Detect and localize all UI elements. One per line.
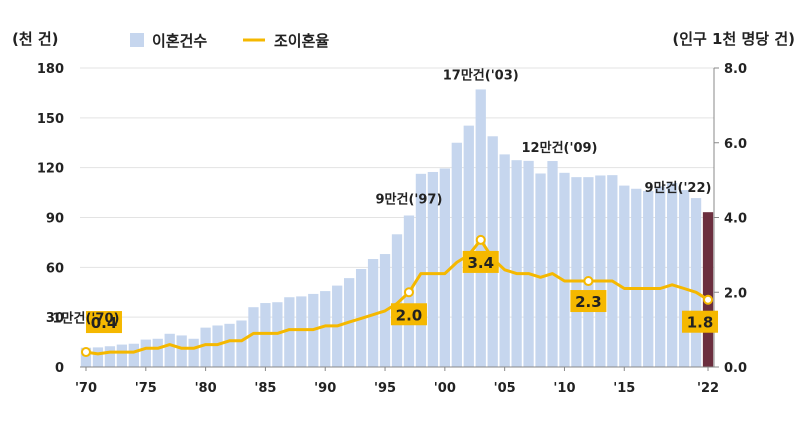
bar <box>391 234 403 367</box>
bar <box>643 190 654 367</box>
bar <box>535 173 546 367</box>
legend-bar-label: 이혼건수 <box>152 32 207 50</box>
bar <box>248 307 259 367</box>
bar <box>260 303 271 367</box>
rate-label: 1.8 <box>687 314 714 332</box>
rate-label-bg <box>390 303 427 326</box>
y-right-tick-label: 4.0 <box>724 212 747 227</box>
bar <box>176 335 187 367</box>
y-right-tick-label: 6.0 <box>724 137 747 152</box>
y-right-tick-label: 0.0 <box>724 361 747 376</box>
rate-label: 0.4 <box>91 314 118 332</box>
bar <box>200 327 211 367</box>
bar <box>619 185 630 367</box>
x-tick-label: '15 <box>613 381 635 396</box>
bar <box>571 177 582 367</box>
bar <box>212 325 223 367</box>
rate-label: 2.3 <box>575 293 602 311</box>
x-tick-label: '22 <box>697 381 719 396</box>
bar <box>463 125 474 367</box>
bar <box>523 160 534 367</box>
legend: 이혼건수 조이혼율 <box>130 32 329 50</box>
legend-line-label: 조이혼율 <box>274 32 329 50</box>
left-axis-unit: (천 건) <box>12 30 59 48</box>
bar <box>367 259 379 367</box>
bar <box>128 343 139 367</box>
right-axis-unit: (인구 1천 명당 건) <box>672 30 795 48</box>
bar <box>475 89 486 367</box>
bar <box>140 339 151 367</box>
bar <box>595 175 606 367</box>
bar-callout: 12만건('09) <box>522 140 598 156</box>
bar <box>236 320 247 367</box>
x-tick-label: '10 <box>553 381 575 396</box>
y-right-tick-label: 2.0 <box>724 286 747 301</box>
bar <box>583 177 594 367</box>
bar <box>164 333 175 367</box>
bar <box>678 190 690 367</box>
bar <box>655 186 666 367</box>
bar <box>547 161 558 367</box>
y-left-tick-label: 0 <box>55 361 64 376</box>
bar <box>116 344 128 367</box>
bar <box>607 175 618 367</box>
rate-label-bg <box>570 290 607 313</box>
rate-marker <box>583 276 594 287</box>
callouts: 0.4 2.0 3.4 2.3 1.8 1만건('70) 9만건('97) 17만건('03)… <box>53 67 719 334</box>
x-tick-label: '00 <box>434 381 456 396</box>
bar-callout: 9만건('22) <box>645 180 712 196</box>
bar <box>188 338 199 367</box>
bar <box>320 291 331 367</box>
bar <box>296 296 307 367</box>
bar <box>80 347 92 367</box>
bar-series <box>80 89 714 367</box>
y-right-tick-label: 8.0 <box>724 62 747 77</box>
bar <box>415 173 427 367</box>
rate-marker <box>703 294 714 305</box>
rate-marker <box>475 234 486 245</box>
bar <box>631 188 642 367</box>
bar <box>439 168 450 367</box>
legend-bar-swatch <box>130 33 144 47</box>
bar <box>702 212 714 367</box>
bar <box>284 297 295 367</box>
rate-label: 2.0 <box>396 306 423 324</box>
bar <box>92 347 104 367</box>
rate-marker <box>80 347 91 358</box>
rate-marker <box>403 287 414 298</box>
bar <box>451 142 462 367</box>
x-tick-label: '70 <box>75 381 97 396</box>
rate-label-bg <box>85 311 122 334</box>
bar-callout: 17만건('03) <box>443 67 519 83</box>
bar <box>224 323 235 367</box>
y-left-tick-label: 180 <box>37 62 64 77</box>
y-left-tick-label: 120 <box>37 162 64 177</box>
bar <box>690 198 702 367</box>
x-tick-label: '75 <box>135 381 157 396</box>
bar <box>559 172 570 367</box>
x-tick-label: '05 <box>494 381 516 396</box>
bar <box>511 160 522 367</box>
bar <box>666 182 678 367</box>
x-tick-label: '80 <box>195 381 217 396</box>
y-left-tick-label: 90 <box>46 212 64 227</box>
rate-label: 3.4 <box>467 254 494 272</box>
bar-callout: 9만건('97) <box>376 192 443 208</box>
y-left-tick-label: 60 <box>46 261 64 276</box>
rate-label-bg <box>682 310 719 333</box>
bar <box>152 338 163 367</box>
x-tick-label: '95 <box>374 381 396 396</box>
bar <box>427 171 439 367</box>
x-tick-label: '90 <box>314 381 336 396</box>
x-tick-label: '85 <box>254 381 276 396</box>
y-left-tick-label: 30 <box>46 311 64 326</box>
bar <box>104 346 116 367</box>
y-left-tick-label: 150 <box>37 112 64 127</box>
bar-callout: 1만건('70) <box>53 311 120 327</box>
bar <box>499 154 510 367</box>
rate-label-bg <box>462 250 499 273</box>
